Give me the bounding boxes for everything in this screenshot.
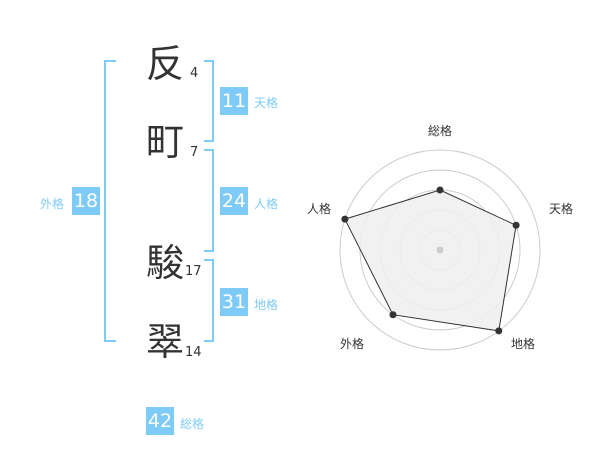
radar-point-5 [341,215,349,223]
stroke-count-3: 17 [185,264,202,279]
name-char-2: 町 [145,120,184,164]
radar-point-2 [512,221,520,229]
outer-bracket [104,60,116,342]
radar-label-jinkaku: 人格 [307,202,332,216]
stroke-count-1: 4 [190,66,199,81]
soukaku-value: 42 [146,407,174,435]
radar-area [344,189,517,332]
gaikaku-label: 外格 [40,197,65,211]
radar-point-4 [389,311,397,319]
radar-point-1 [436,186,444,194]
name-char-3: 駿 [145,241,184,285]
jinkaku-label: 人格 [254,197,279,211]
chikaku-bracket [204,259,214,342]
radar-point-3 [495,327,503,335]
radar-label-gaikaku: 外格 [340,337,365,351]
tenkaku-label: 天格 [254,96,279,110]
tenkaku-value: 11 [220,87,248,115]
chikaku-label: 地格 [254,298,279,312]
jinkaku-bracket [204,149,214,252]
radar-label-tenkaku: 天格 [549,202,574,216]
name-char-1: 反 [145,42,184,86]
radar-grid-ring [339,149,541,351]
soukaku-label: 総格 [180,417,205,431]
stroke-count-4: 14 [185,345,202,360]
chikaku-value: 31 [220,288,248,316]
tenkaku-bracket [204,60,214,142]
jinkaku-value: 24 [220,187,248,215]
radar-center-dot [436,246,444,254]
name-char-4: 翠 [145,320,184,364]
radar-label-soukaku: 総格 [428,124,453,138]
stroke-count-2: 7 [190,145,199,160]
gaikaku-value: 18 [72,187,100,215]
radar-label-chikaku: 地格 [511,337,536,351]
